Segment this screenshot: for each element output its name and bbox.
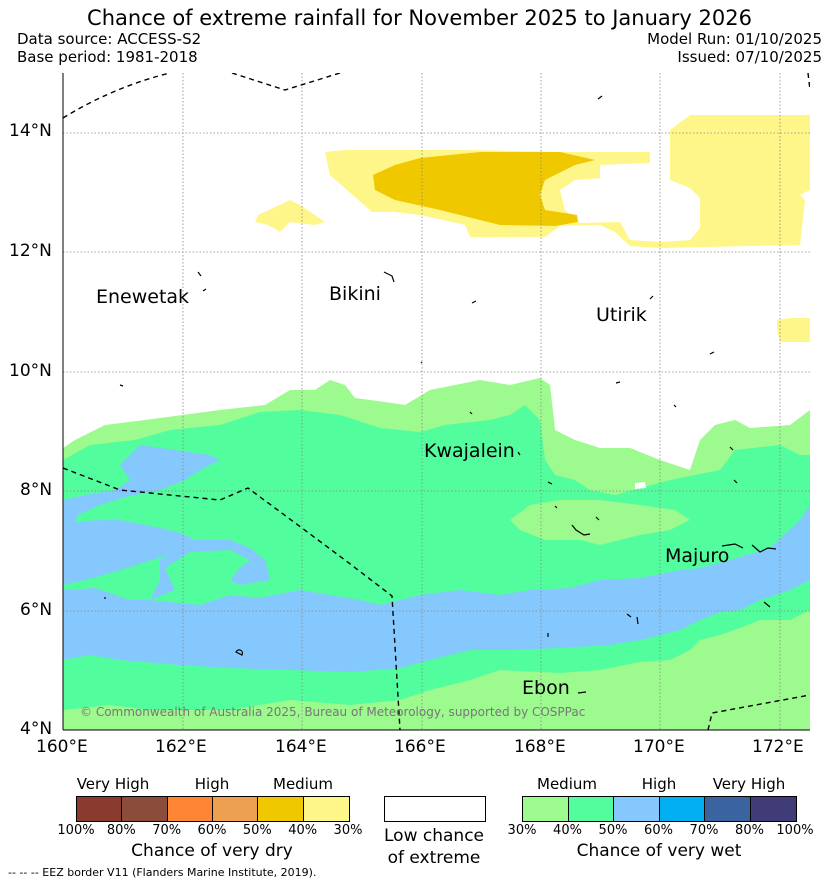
wet-cat-very-high: Very High [712,775,786,793]
dry-swatch-4 [258,797,304,821]
lat-label-4n: 4°N [20,719,53,739]
base-period: Base period: 1981-2018 [17,48,198,66]
lat-label-14n: 14°N [9,121,52,141]
model-run: Model Run: 01/10/2025 [647,30,822,48]
dry-medium-40-region [325,115,810,248]
lon-label-170e: 170°E [633,737,685,757]
place-majuro: Majuro [665,545,730,567]
lon-label-166e: 166°E [394,737,446,757]
place-bikini: Bikini [329,283,381,305]
dry-tick-0: 100% [57,823,95,838]
wet-tick-5: 80% [735,823,764,838]
dry-cat-medium: Medium [273,775,333,793]
eez-border-note: -- -- -- EEZ border V11 (Flanders Marine… [8,866,317,879]
wet-swatch-0 [523,797,569,821]
place-enewetak: Enewetak [96,286,190,308]
place-ebon: Ebon [522,677,570,699]
wet-tick-4: 70% [689,823,719,838]
dry-tick-1: 80% [106,823,136,838]
eez-border [63,73,810,730]
dry-colorbar [76,796,350,822]
dry-swatch-1 [122,797,168,821]
issued-date: Issued: 07/10/2025 [677,48,822,66]
dry-caption: Chance of very dry [131,841,293,861]
place-utirik: Utirik [596,304,647,326]
lon-label-168e: 168°E [514,737,566,757]
wet-tick-6: 100% [776,823,814,838]
dry-medium-50-region [373,152,595,226]
lon-label-172e: 172°E [752,737,804,757]
wet-swatch-5 [750,797,796,821]
wet-tick-2: 50% [598,823,628,838]
dry-tick-3: 60% [197,823,227,838]
data-source: Data source: ACCESS-S2 [17,30,202,48]
copyright-note: © Commonwealth of Australia 2025, Bureau… [80,705,586,719]
low-caption-line1: Low chance [384,826,484,846]
lat-label-12n: 12°N [9,241,52,261]
wet-caption: Chance of very wet [576,841,742,861]
wet-cat-high: High [641,775,677,793]
wet-swatch-4 [705,797,751,821]
map-title: Chance of extreme rainfall for November … [87,6,752,30]
lon-label-160e: 160°E [36,737,88,757]
dry-tick-4: 50% [242,823,272,838]
wet-high-50-region [63,445,220,545]
lon-label-162e: 162°E [155,737,207,757]
dry-tick-5: 40% [288,823,318,838]
low-caption-line2: of extreme [387,848,481,868]
dry-tick-2: 70% [152,823,182,838]
dry-swatch-3 [212,797,259,821]
wet-tick-1: 40% [553,823,582,838]
graticule [63,73,810,730]
lat-label-8n: 8°N [20,480,53,500]
wet-colorbar [522,796,797,822]
place-kwajalein: Kwajalein [424,440,515,462]
low-chance-swatch [384,796,486,822]
dry-swatch-5 [303,797,349,821]
wet-swatch-2 [614,797,660,821]
islands [104,95,777,694]
wet-tick-0: 30% [507,823,537,838]
dry-tick-6: 30% [333,823,363,838]
lat-label-6n: 6°N [20,600,53,620]
lon-label-164e: 164°E [275,737,327,757]
wet-swatch-3 [659,797,705,821]
wet-cat-medium: Medium [537,775,597,793]
wet-tick-3: 60% [644,823,673,838]
dry-cat-high: High [194,775,230,793]
dry-cat-very-high: Very High [76,775,150,793]
lat-label-10n: 10°N [9,361,52,381]
dry-swatch-2 [167,797,213,821]
dry-swatch-0 [77,797,123,821]
wet-swatch-1 [568,797,614,821]
